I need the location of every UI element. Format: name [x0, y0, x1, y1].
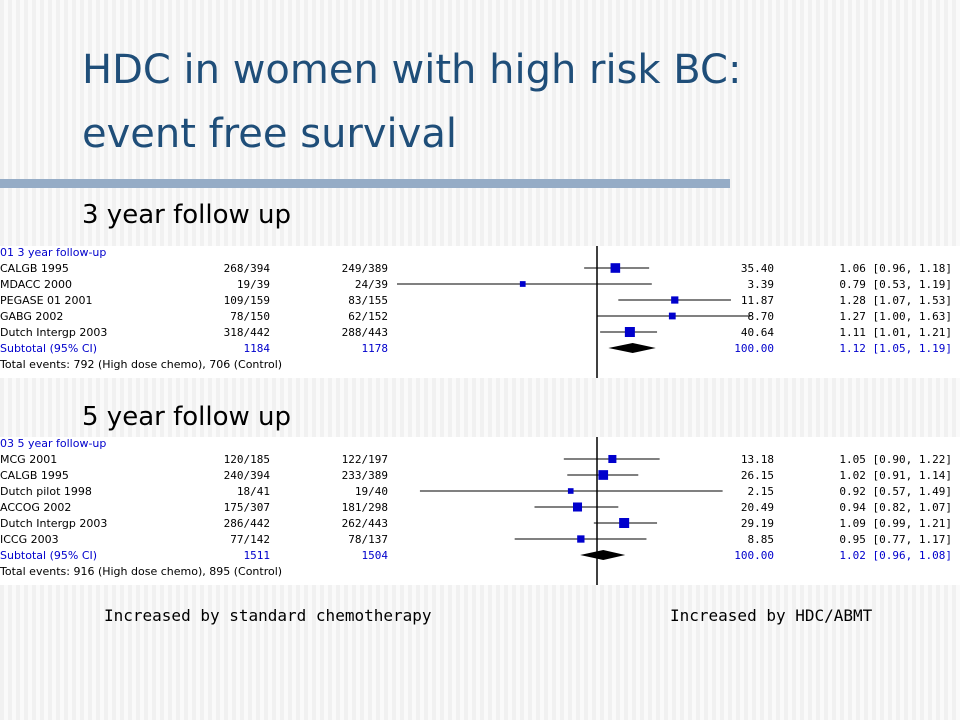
subtotal-ci-text: 1.02 [0.96, 1.08] [839, 549, 952, 562]
study-point-estimate [610, 263, 621, 273]
study-treatment-events: 19/39 [237, 278, 270, 291]
subtotal-weight: 100.00 [734, 549, 774, 562]
group-label: 01 3 year follow-up [0, 246, 106, 259]
study-name: CALGB 1995 [0, 262, 69, 275]
study-ci-text: 0.95 [0.77, 1.17] [839, 533, 952, 546]
title-divider [0, 179, 730, 188]
study-treatment-events: 318/442 [224, 326, 270, 339]
study-control-events: 122/197 [342, 453, 388, 466]
study-control-events: 19/40 [355, 485, 388, 498]
subtotal-diamond [580, 550, 626, 560]
group-label: 03 5 year follow-up [0, 437, 106, 450]
study-weight: 8.70 [748, 310, 775, 323]
study-name: PEGASE 01 2001 [0, 294, 93, 307]
study-control-events: 83/155 [348, 294, 388, 307]
study-name: Dutch Intergp 2003 [0, 326, 107, 339]
study-treatment-events: 78/150 [230, 310, 270, 323]
study-name: GABG 2002 [0, 310, 63, 323]
study-ci-text: 0.79 [0.53, 1.19] [839, 278, 952, 291]
subtotal-treatment-total: 1511 [244, 549, 271, 562]
study-weight: 35.40 [741, 262, 774, 275]
study-weight: 13.18 [741, 453, 774, 466]
study-weight: 26.15 [741, 469, 774, 482]
study-ci-text: 1.02 [0.91, 1.14] [839, 469, 952, 482]
study-ci-text: 1.27 [1.00, 1.63] [839, 310, 952, 323]
study-name: CALGB 1995 [0, 469, 69, 482]
study-name: ICCG 2003 [0, 533, 59, 546]
study-treatment-events: 120/185 [224, 453, 270, 466]
study-control-events: 262/443 [342, 517, 388, 530]
subtotal-control-total: 1504 [362, 549, 389, 562]
study-treatment-events: 175/307 [224, 501, 270, 514]
study-ci-text: 1.06 [0.96, 1.18] [839, 262, 952, 275]
study-weight: 29.19 [741, 517, 774, 530]
study-ci-text: 0.92 [0.57, 1.49] [839, 485, 952, 498]
study-treatment-events: 77/142 [230, 533, 270, 546]
forest-plot-5-year-svg: 03 5 year follow-up MCG 2001 120/185 122/19… [0, 437, 952, 585]
study-control-events: 181/298 [342, 501, 388, 514]
subtotal-control-total: 1178 [362, 342, 389, 355]
study-name: ACCOG 2002 [0, 501, 71, 514]
study-control-events: 233/389 [342, 469, 388, 482]
favours-hdc-label: Increased by HDC/ABMT [670, 606, 873, 625]
forest-plot-3-year-svg: 01 3 year follow-up CALGB 1995 268/394 249/… [0, 246, 952, 378]
study-weight: 3.39 [748, 278, 775, 291]
study-weight: 11.87 [741, 294, 774, 307]
study-ci-text: 0.94 [0.82, 1.07] [839, 501, 952, 514]
subheading-5-year: 5 year follow up [82, 402, 292, 432]
subtotal-label: Subtotal (95% CI) [0, 549, 97, 562]
study-weight: 8.85 [748, 533, 775, 546]
study-name: Dutch pilot 1998 [0, 485, 92, 498]
study-weight: 2.15 [748, 485, 775, 498]
study-treatment-events: 18/41 [237, 485, 270, 498]
subtotal-label: Subtotal (95% CI) [0, 342, 97, 355]
subtotal-weight: 100.00 [734, 342, 774, 355]
study-weight: 20.49 [741, 501, 774, 514]
subtotal-treatment-total: 1184 [244, 342, 271, 355]
total-events: Total events: 792 (High dose chemo), 706… [0, 358, 282, 371]
study-weight: 40.64 [741, 326, 774, 339]
slide-title: HDC in women with high risk BC: event fr… [82, 38, 942, 166]
study-treatment-events: 268/394 [224, 262, 271, 275]
total-events: Total events: 916 (High dose chemo), 895… [0, 565, 282, 578]
study-control-events: 62/152 [348, 310, 388, 323]
study-treatment-events: 240/394 [224, 469, 271, 482]
study-point-estimate [577, 535, 585, 543]
study-point-estimate [671, 296, 679, 304]
study-ci-text: 1.05 [0.90, 1.22] [839, 453, 952, 466]
study-treatment-events: 109/159 [224, 294, 270, 307]
study-point-estimate [567, 488, 574, 494]
study-control-events: 249/389 [342, 262, 388, 275]
forest-plot-5-year: 03 5 year follow-up MCG 2001 120/185 122/19… [0, 437, 960, 585]
study-point-estimate [572, 502, 583, 512]
forest-plot-3-year: 01 3 year follow-up CALGB 1995 268/394 249/… [0, 246, 960, 378]
study-point-estimate [519, 281, 526, 287]
study-point-estimate [624, 327, 635, 337]
subtotal-diamond [608, 343, 656, 353]
study-ci-text: 1.28 [1.07, 1.53] [839, 294, 952, 307]
study-point-estimate [619, 518, 630, 528]
study-ci-text: 1.09 [0.99, 1.21] [839, 517, 952, 530]
subtotal-ci-text: 1.12 [1.05, 1.19] [839, 342, 952, 355]
study-name: MDACC 2000 [0, 278, 72, 291]
favours-standard-label: Increased by standard chemotherapy [104, 606, 432, 625]
study-name: MCG 2001 [0, 453, 57, 466]
study-point-estimate [608, 454, 617, 464]
study-point-estimate [668, 312, 676, 320]
slide-title-line-2: event free survival [82, 111, 457, 157]
study-ci-text: 1.11 [1.01, 1.21] [839, 326, 952, 339]
study-control-events: 24/39 [355, 278, 388, 291]
slide-title-line-1: HDC in women with high risk BC: [82, 47, 742, 93]
study-control-events: 78/137 [348, 533, 388, 546]
study-treatment-events: 286/442 [224, 517, 270, 530]
study-name: Dutch Intergp 2003 [0, 517, 107, 530]
subheading-3-year: 3 year follow up [82, 200, 292, 230]
study-control-events: 288/443 [342, 326, 388, 339]
study-point-estimate [598, 470, 609, 480]
